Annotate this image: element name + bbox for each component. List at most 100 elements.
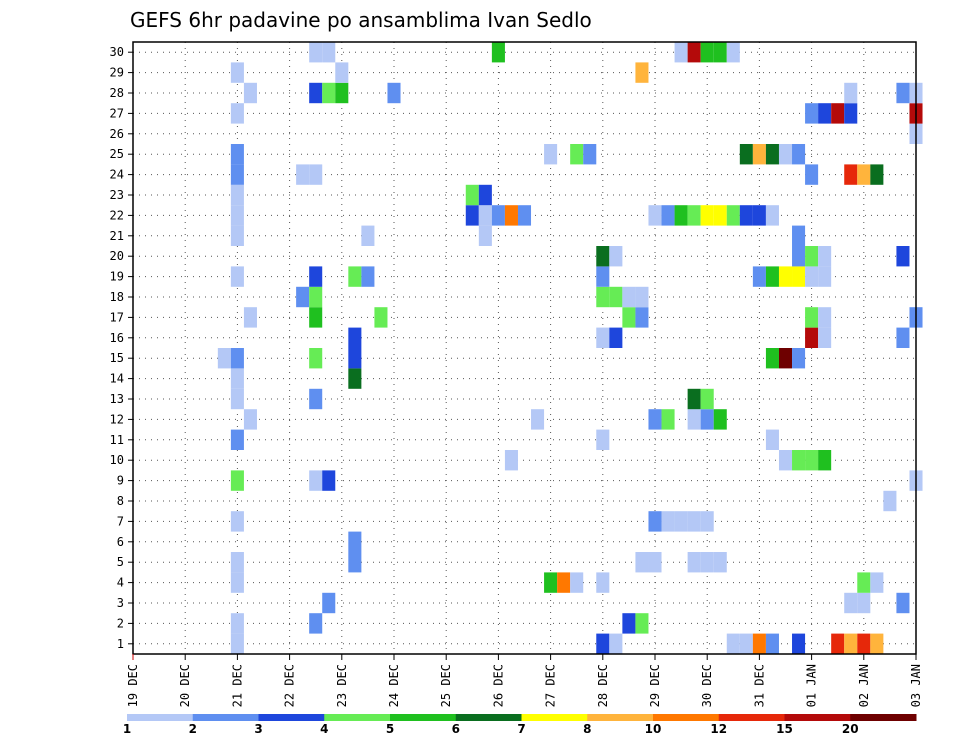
colorbar-swatch (324, 714, 391, 721)
heatmap-cell (609, 286, 623, 308)
heatmap-cell (348, 552, 362, 573)
y-tick-label: 10 (110, 453, 124, 467)
heatmap-cell (713, 409, 727, 430)
heatmap-cell (792, 450, 806, 471)
y-tick-label: 12 (110, 412, 124, 426)
chart-title: GEFS 6hr padavine po ansamblima Ivan Sed… (130, 8, 592, 32)
heatmap-cell (700, 388, 714, 410)
y-tick-label: 20 (110, 249, 124, 263)
heatmap-cell (309, 388, 323, 410)
heatmap-cell (844, 633, 858, 654)
colorbar-label: 12 (710, 722, 727, 736)
heatmap-cell (230, 164, 244, 185)
heatmap-cell (648, 511, 662, 532)
heatmap-cell (230, 184, 244, 206)
heatmap-cell (491, 205, 505, 226)
y-axis: 1234567891011121314151617181920212223242… (110, 45, 133, 651)
heatmap-cell (765, 633, 779, 654)
heatmap-cell (661, 511, 675, 532)
y-tick-label: 25 (110, 147, 124, 161)
heatmap-cell (557, 572, 571, 593)
heatmap-cell (674, 511, 688, 532)
heatmap-cell (309, 164, 323, 185)
heatmap-cell (805, 327, 819, 348)
heatmap-cell (752, 205, 766, 226)
heatmap-cell (243, 409, 257, 430)
heatmap-cell (687, 42, 701, 63)
heatmap-cell (296, 164, 310, 185)
heatmap-cell (230, 552, 244, 573)
heatmap-cell (896, 592, 910, 614)
heatmap-cell (818, 327, 832, 348)
heatmap-cell (648, 205, 662, 226)
x-tick-label: 03 JAN (909, 664, 923, 707)
heatmap-cell (622, 613, 636, 634)
x-tick-label: 26 DEC (491, 664, 505, 707)
heatmap-cell (596, 429, 610, 450)
heatmap-cell (818, 266, 832, 287)
heatmap-cell (818, 103, 832, 124)
colorbar-label: 3 (254, 722, 262, 736)
colorbar-swatch (587, 714, 654, 721)
heatmap-cell (478, 184, 492, 206)
heatmap-cell (752, 633, 766, 654)
heatmap-cell (361, 225, 375, 246)
heatmap-cell (713, 205, 727, 226)
y-tick-label: 17 (110, 310, 124, 324)
heatmap-cell (230, 205, 244, 226)
heatmap-cell (844, 82, 858, 104)
colorbar-swatch (850, 714, 917, 721)
heatmap-cell (322, 470, 336, 491)
heatmap-cell (217, 348, 231, 369)
heatmap-cell (609, 633, 623, 654)
heatmap-cell (309, 286, 323, 308)
y-tick-label: 29 (110, 66, 124, 80)
heatmap-cell (870, 164, 884, 185)
y-tick-label: 5 (117, 555, 124, 569)
heatmap-cell (805, 164, 819, 185)
x-tick-label: 27 DEC (544, 664, 558, 707)
heatmap-cell (635, 307, 649, 328)
heatmap-cell (778, 450, 793, 471)
heatmap-cell (322, 42, 336, 63)
y-tick-label: 3 (117, 596, 124, 610)
heatmap-cell (504, 450, 518, 471)
y-tick-label: 2 (117, 616, 124, 630)
heatmap-cell (348, 266, 362, 287)
heatmap-cell (700, 511, 714, 532)
heatmap-cell (322, 592, 336, 614)
heatmap-cell (531, 409, 545, 430)
heatmap-cell (230, 572, 244, 593)
heatmap-cell (361, 266, 375, 287)
heatmap-cell (230, 103, 244, 124)
heatmap-cell (648, 409, 662, 430)
heatmap-cell (792, 144, 806, 165)
heatmap-cell (309, 307, 323, 328)
y-tick-label: 4 (117, 576, 124, 590)
heatmap-cell (596, 572, 610, 593)
heatmap-cell (857, 572, 871, 593)
x-tick-label: 24 DEC (387, 664, 401, 707)
x-tick-label: 23 DEC (335, 664, 349, 707)
heatmap-cell (674, 42, 688, 63)
heatmap-cell (687, 511, 701, 532)
y-tick-label: 8 (117, 494, 124, 508)
y-tick-label: 22 (110, 208, 124, 222)
heatmap-cell (739, 144, 753, 165)
y-tick-label: 18 (110, 290, 124, 304)
heatmap-cell (818, 450, 832, 471)
heatmap-cell (230, 348, 244, 369)
colorbar-swatch (258, 714, 325, 721)
heatmap-cell (713, 42, 727, 63)
y-tick-label: 14 (110, 372, 124, 386)
heatmap-cell (713, 552, 727, 573)
x-tick-label: 19 DEC (126, 664, 140, 707)
heatmap-cell (544, 144, 558, 165)
y-tick-label: 23 (110, 188, 124, 202)
x-tick-label: 31 DEC (752, 664, 766, 707)
heatmap-cell (309, 42, 323, 63)
y-tick-label: 9 (117, 474, 124, 488)
heatmap-cell (635, 552, 649, 573)
heatmap-cell (596, 246, 610, 267)
x-tick-label: 20 DEC (178, 664, 192, 707)
